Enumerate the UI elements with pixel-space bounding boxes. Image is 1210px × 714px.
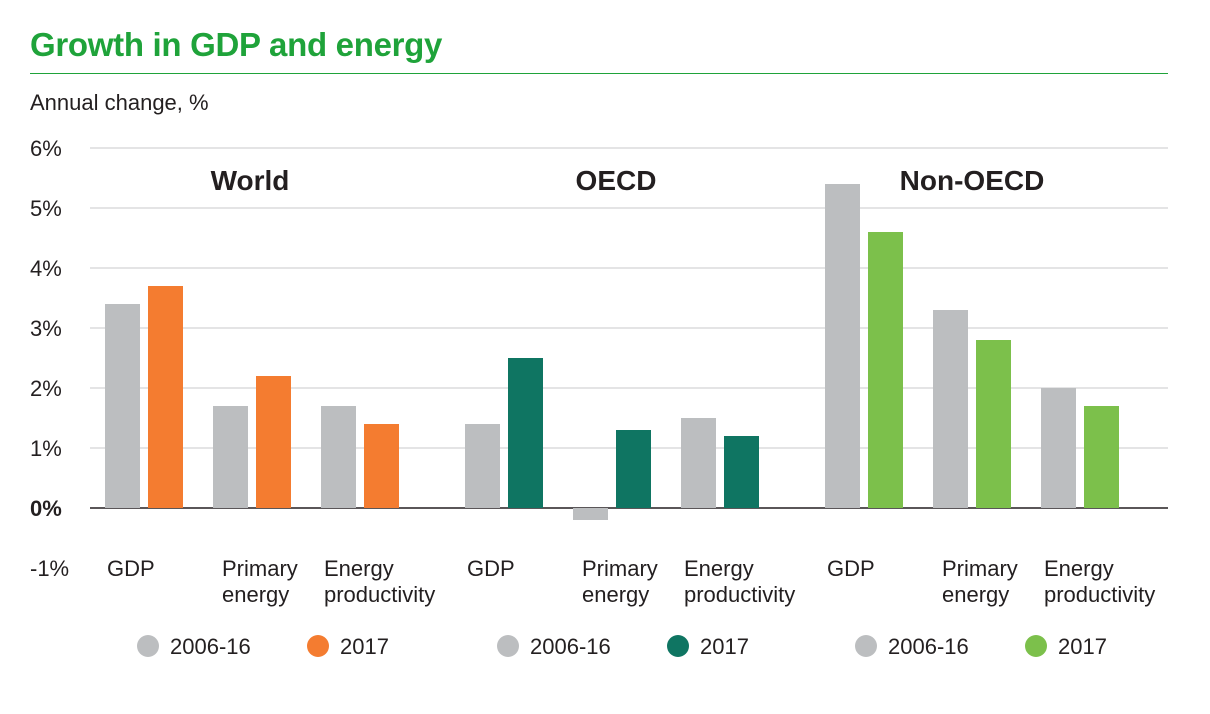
legend-label: 2006-16: [170, 634, 251, 659]
bar: [256, 376, 291, 508]
bar: [573, 508, 608, 520]
bar: [213, 406, 248, 508]
region-label: OECD: [576, 165, 657, 196]
legend-marker: [855, 635, 877, 657]
y-tick-label: -1%: [30, 556, 69, 581]
y-tick-label: 6%: [30, 136, 62, 161]
legend-marker: [137, 635, 159, 657]
category-label: GDP: [827, 556, 875, 581]
bar: [465, 424, 500, 508]
category-label: Primary energy: [582, 556, 658, 607]
bar: [616, 430, 651, 508]
bar: [825, 184, 860, 508]
category-label: Energy productivity: [1044, 556, 1155, 607]
bar: [724, 436, 759, 508]
category-label: Energy productivity: [324, 556, 435, 607]
y-tick-label: 0%: [30, 496, 62, 521]
y-tick-label: 2%: [30, 376, 62, 401]
bar: [1041, 388, 1076, 508]
bar: [933, 310, 968, 508]
legend-marker: [667, 635, 689, 657]
y-axis-label: Annual change, %: [30, 90, 209, 115]
legend-marker: [307, 635, 329, 657]
category-label: Energy productivity: [684, 556, 795, 607]
legend-label: 2017: [1058, 634, 1107, 659]
title-rule: [30, 73, 1168, 74]
chart-title: Growth in GDP and energy: [30, 26, 443, 63]
y-tick-label: 4%: [30, 256, 62, 281]
y-tick-label: 1%: [30, 436, 62, 461]
category-label: GDP: [467, 556, 515, 581]
category-label: Primary energy: [222, 556, 298, 607]
bar: [868, 232, 903, 508]
bar: [508, 358, 543, 508]
bar: [321, 406, 356, 508]
legend-label: 2006-16: [530, 634, 611, 659]
bar: [681, 418, 716, 508]
category-label: GDP: [107, 556, 155, 581]
bar: [364, 424, 399, 508]
y-tick-label: 5%: [30, 196, 62, 221]
legend-marker: [1025, 635, 1047, 657]
legend-label: 2017: [340, 634, 389, 659]
legend-marker: [497, 635, 519, 657]
bar: [105, 304, 140, 508]
y-tick-label: 3%: [30, 316, 62, 341]
bar: [976, 340, 1011, 508]
region-label: World: [211, 165, 290, 196]
legend-label: 2017: [700, 634, 749, 659]
region-label: Non-OECD: [900, 165, 1045, 196]
bar: [1084, 406, 1119, 508]
legend-label: 2006-16: [888, 634, 969, 659]
category-label: Primary energy: [942, 556, 1018, 607]
bar: [148, 286, 183, 508]
